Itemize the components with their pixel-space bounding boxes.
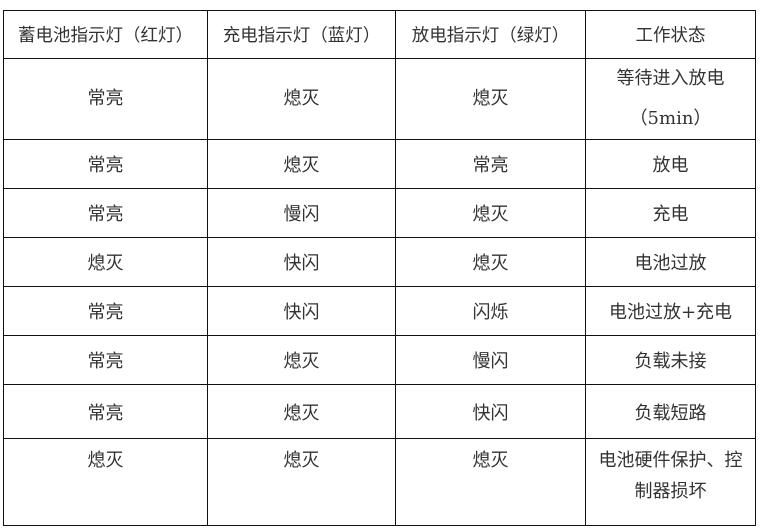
table-row: 常亮 熄灭 慢闪 负载未接	[3, 335, 756, 385]
cell: 快闪	[207, 237, 396, 287]
cell: 熄灭	[207, 139, 396, 189]
cell: 熄灭	[395, 438, 586, 526]
cell: 快闪	[207, 286, 396, 336]
indicator-status-table: 蓄电池指示灯（红灯） 充电指示灯（蓝灯） 放电指示灯（绿灯） 工作状态 常亮 熄…	[3, 10, 756, 526]
cell: 电池过放	[585, 237, 756, 287]
table-row: 常亮 快闪 闪烁 电池过放+充电	[3, 286, 756, 336]
cell: 常亮	[395, 139, 586, 189]
table-row: 常亮 熄灭 常亮 放电	[3, 139, 756, 189]
header-battery-indicator: 蓄电池指示灯（红灯）	[3, 10, 208, 59]
header-charge-indicator: 充电指示灯（蓝灯）	[207, 10, 396, 59]
cell: 熄灭	[3, 237, 208, 287]
cell: 电池过放+充电	[585, 286, 756, 336]
cell: 熄灭	[207, 384, 396, 439]
cell: 负载未接	[585, 335, 756, 385]
cell: 熄灭	[395, 237, 586, 287]
cell: 闪烁	[395, 286, 586, 336]
cell: 常亮	[3, 58, 208, 140]
cell: 熄灭	[395, 188, 586, 238]
cell: 常亮	[3, 335, 208, 385]
cell: 熄灭	[395, 58, 586, 140]
cell: 熄灭	[207, 58, 396, 140]
cell: 充电	[585, 188, 756, 238]
cell: 快闪	[395, 384, 586, 439]
cell: 慢闪	[207, 188, 396, 238]
cell: 常亮	[3, 286, 208, 336]
cell: 放电	[585, 139, 756, 189]
header-row: 蓄电池指示灯（红灯） 充电指示灯（蓝灯） 放电指示灯（绿灯） 工作状态	[3, 10, 756, 59]
cell: 熄灭	[207, 335, 396, 385]
table-row: 熄灭 快闪 熄灭 电池过放	[3, 237, 756, 287]
cell: 常亮	[3, 139, 208, 189]
cell: 熄灭	[3, 438, 208, 526]
table-row: 熄灭 熄灭 熄灭 电池硬件保护、控制器损坏	[3, 438, 756, 526]
cell: 常亮	[3, 384, 208, 439]
header-work-status: 工作状态	[585, 10, 756, 59]
cell: 熄灭	[207, 438, 396, 526]
table-row: 常亮 熄灭 熄灭 等待进入放电（5min）	[3, 58, 756, 140]
cell: 负载短路	[585, 384, 756, 439]
cell: 常亮	[3, 188, 208, 238]
cell: 慢闪	[395, 335, 586, 385]
header-discharge-indicator: 放电指示灯（绿灯）	[395, 10, 586, 59]
cell: 电池硬件保护、控制器损坏	[585, 438, 756, 526]
cell: 等待进入放电（5min）	[585, 58, 756, 140]
table-row: 常亮 慢闪 熄灭 充电	[3, 188, 756, 238]
table-row: 常亮 熄灭 快闪 负载短路	[3, 384, 756, 439]
